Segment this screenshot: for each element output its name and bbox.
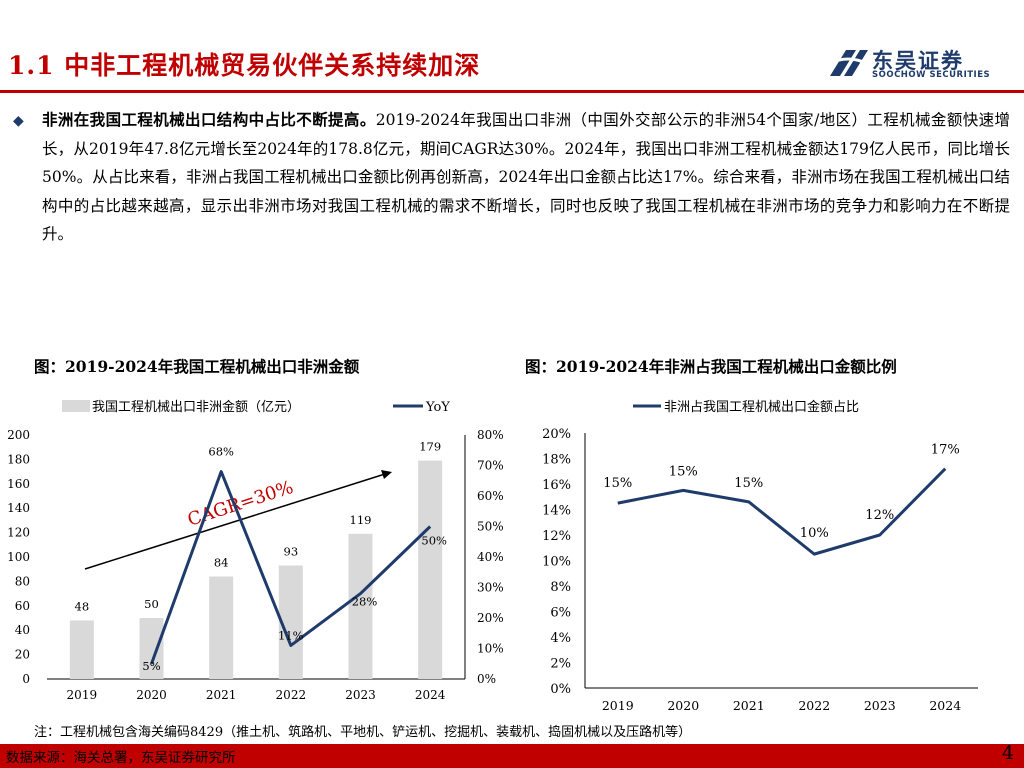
bar-label: 93 <box>284 545 299 559</box>
bar-label: 84 <box>214 556 229 570</box>
chart-left-title: 图：2019-2024年我国工程机械出口非洲金额 <box>34 357 360 376</box>
title-rule <box>0 90 1024 93</box>
y-tick-left: 80 <box>15 574 30 588</box>
y-tick-left: 60 <box>15 599 30 613</box>
x-tick: 2019 <box>67 688 98 702</box>
x-tick: 2019 <box>602 698 634 713</box>
bar <box>348 533 373 679</box>
chart-note: 注：工程机械包含海关编码8429（推土机、筑路机、平地机、铲运机、挖掘机、装载机… <box>34 725 692 740</box>
y-tick-right: 70% <box>477 459 504 473</box>
x-tick: 2024 <box>415 688 446 702</box>
chart-right-export-share: 非洲占我国工程机械出口金额占比 0% 2% 4% 6% 8% 10% 12% 14% 16% 18%… <box>542 399 978 713</box>
footer-bar <box>0 744 1024 768</box>
share-label: 12% <box>865 508 894 523</box>
x-tick: 2020 <box>667 698 699 713</box>
y-tick-left: 160 <box>7 477 30 491</box>
cagr-arrow-head-icon <box>381 470 392 479</box>
x-tick: 2021 <box>733 698 765 713</box>
body-paragraph: 非洲在我国工程机械出口结构中占比不断提高。2019-2024年我国出口非洲（中国… <box>42 106 1010 249</box>
x-tick: 2024 <box>929 698 961 713</box>
share-label: 15% <box>734 476 763 491</box>
y-tick: 4% <box>550 631 571 646</box>
logo-text-en: SOOCHOW SECURITIES <box>872 70 991 80</box>
y-tick: 10% <box>542 555 571 570</box>
legend-label-yoy: YoY <box>425 400 450 415</box>
page-number: 4 <box>1001 742 1014 764</box>
bar <box>418 460 443 679</box>
series-line-yoy <box>150 470 432 665</box>
y-tick: 0% <box>550 682 571 697</box>
y-tick: 2% <box>550 657 571 672</box>
body-text: 2019-2024年我国出口非洲（中国外交部公示的非洲54个国家/地区）工程机械… <box>42 111 1010 243</box>
y-tick-right: 30% <box>477 581 504 595</box>
y-tick-left: 40 <box>15 623 30 637</box>
bar <box>69 620 94 679</box>
share-label: 15% <box>669 464 698 479</box>
x-tick: 2023 <box>345 688 376 702</box>
legend-swatch-bars <box>62 400 90 412</box>
y-tick: 16% <box>542 478 571 493</box>
bar-label: 119 <box>350 513 372 527</box>
bullet-diamond-icon: ◆ <box>13 113 24 129</box>
bar-label: 50 <box>144 597 159 611</box>
y-tick-right: 0% <box>477 672 496 686</box>
y-tick-left: 0 <box>22 672 30 686</box>
y-tick-left: 140 <box>7 501 30 515</box>
yoy-label: 28% <box>352 595 378 609</box>
x-tick: 2021 <box>206 688 237 702</box>
bar <box>209 576 234 679</box>
y-tick-right: 40% <box>477 550 504 564</box>
y-tick: 8% <box>550 580 571 595</box>
x-tick: 2023 <box>864 698 896 713</box>
logo-text-cn: 东吴证券 <box>872 49 964 73</box>
page-title: 1.1 中非工程机械贸易伙伴关系持续加深 <box>8 51 481 80</box>
y-tick: 14% <box>542 504 571 519</box>
brand-logo: 东吴证券 SOOCHOW SECURITIES <box>826 44 996 82</box>
y-tick-left: 120 <box>7 526 30 540</box>
y-tick-right: 50% <box>477 520 504 534</box>
share-label: 15% <box>603 476 632 491</box>
yoy-label: 50% <box>421 534 447 548</box>
y-tick-right: 10% <box>477 642 504 656</box>
y-tick: 12% <box>542 529 571 544</box>
body-lead: 非洲在我国工程机械出口结构中占比不断提高。 <box>42 110 376 129</box>
y-tick-left: 20 <box>15 648 30 662</box>
legend-label-share: 非洲占我国工程机械出口金额占比 <box>664 399 859 415</box>
y-tick-right: 20% <box>477 611 504 625</box>
x-tick: 2022 <box>276 688 307 702</box>
y-tick-left: 180 <box>7 452 30 466</box>
cagr-arrow-line <box>84 473 386 570</box>
logo-mark-icon <box>827 50 869 76</box>
chart-right-title: 图：2019-2024年非洲占我国工程机械出口金额比例 <box>525 357 897 376</box>
y-tick: 18% <box>542 453 571 468</box>
bar <box>139 618 164 679</box>
yoy-label: 5% <box>142 659 160 673</box>
series-line-share <box>617 467 947 556</box>
x-tick: 2020 <box>136 688 167 702</box>
yoy-label: 11% <box>278 628 304 642</box>
bar-label: 179 <box>419 440 441 454</box>
share-label: 17% <box>931 443 960 458</box>
chart-left-export-amount: 我国工程机械出口非洲金额（亿元） YoY 0 20 40 60 80 100 120 140 160… <box>7 399 504 702</box>
bar-label: 48 <box>75 599 90 613</box>
y-tick-left: 200 <box>7 428 30 442</box>
yoy-label: 68% <box>208 445 234 459</box>
y-tick-left: 100 <box>7 550 30 564</box>
share-label: 10% <box>800 526 829 541</box>
y-tick: 20% <box>542 427 571 442</box>
y-tick-right: 80% <box>477 428 504 442</box>
y-tick-right: 60% <box>477 489 504 503</box>
footer-source: 数据来源：海关总署，东吴证券研究所 <box>6 750 236 766</box>
y-tick: 6% <box>550 606 571 621</box>
legend-label-bars: 我国工程机械出口非洲金额（亿元） <box>92 399 300 415</box>
x-tick: 2022 <box>798 698 830 713</box>
